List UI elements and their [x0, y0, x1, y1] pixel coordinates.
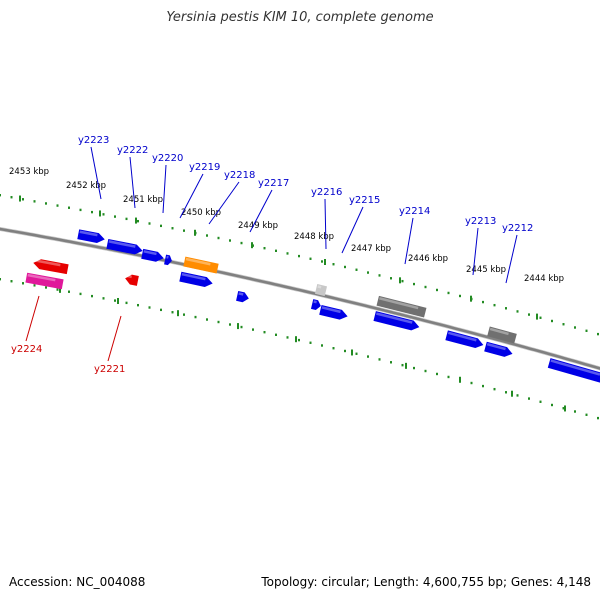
forward-gene-label: y2223 [78, 135, 109, 146]
gene-y2224-pink [25, 272, 64, 290]
kbp-tick-label: 2453 kbp [9, 167, 49, 177]
gene-leader-line [208, 181, 240, 225]
kbp-tick-label: 2447 kbp [351, 244, 391, 254]
gene-features [25, 229, 600, 385]
gene-leader-line [249, 189, 273, 233]
gene-y2216-light [314, 284, 328, 297]
gene-y2219 [183, 256, 219, 274]
kbp-tick-label: 2448 kbp [294, 232, 334, 242]
reverse-gene-labels: y2224 y2221 [11, 295, 125, 375]
gene-leader-line [505, 234, 518, 284]
gene-y2224-red [33, 259, 69, 275]
gene-leader-line [90, 146, 102, 200]
outer-major-ticks [19, 195, 538, 320]
backbone-shadow [0, 226, 600, 371]
kbp-tick-label: 2451 kbp [123, 195, 163, 205]
reverse-gene-label: y2224 [11, 344, 42, 355]
reverse-gene-label: y2221 [94, 364, 125, 375]
kbp-tick-label: 2445 kbp [466, 265, 506, 275]
gene-y2212 [484, 341, 513, 357]
map-title: Yersinia pestis KIM 10, complete genome [166, 10, 434, 25]
forward-gene-label: y2213 [465, 216, 496, 227]
kbp-labels: 2453 kbp 2452 kbp 2451 kbp 2450 kbp 2449 kbp… [9, 167, 564, 284]
gene-y2215 [319, 305, 348, 320]
gene-leader-line [472, 227, 479, 276]
gene-y2216 [310, 299, 321, 310]
gene-y2217 [236, 291, 249, 303]
accession-label: Accession: NC_004088 [9, 575, 146, 589]
gene-leader-line [404, 217, 414, 265]
gene-leader-line [179, 173, 204, 219]
outer-tick-ring [0, 194, 599, 336]
gene-y2223 [77, 229, 105, 243]
forward-gene-label: y2215 [349, 195, 380, 206]
forward-gene-label: y2216 [311, 187, 342, 198]
gene-y2218 [179, 271, 213, 287]
gene-y2213 [445, 330, 484, 348]
kbp-tick-label: 2446 kbp [408, 254, 448, 264]
gene-y2214 [373, 311, 420, 331]
gene-y2220 [141, 248, 164, 262]
gene-y2211 [547, 358, 600, 385]
inner-tick-ring [0, 278, 599, 420]
forward-gene-label: y2219 [189, 162, 220, 173]
gene-leader-line [341, 206, 364, 254]
forward-gene-label: y2217 [258, 178, 289, 189]
forward-gene-label: y2212 [502, 223, 533, 234]
forward-gene-label: y2218 [224, 170, 255, 181]
genome-summary: Topology: circular; Length: 4,600,755 bp… [261, 575, 591, 589]
kbp-tick-label: 2452 kbp [66, 181, 106, 191]
kbp-tick-label: 2444 kbp [524, 274, 564, 284]
forward-gene-label: y2214 [399, 206, 430, 217]
forward-gene-label: y2222 [117, 145, 148, 156]
gene-y2220b [164, 254, 172, 266]
gene-leader-line [107, 315, 122, 362]
gene-leader-line [129, 156, 136, 209]
gene-y2214-gray [376, 295, 427, 318]
kbp-tick-label: 2449 kbp [238, 221, 278, 231]
kbp-tick-label: 2450 kbp [181, 208, 221, 218]
forward-gene-label: y2220 [152, 153, 183, 164]
gene-y2213-gray [487, 326, 517, 344]
gene-y2222 [106, 238, 143, 255]
gene-y2221 [125, 274, 139, 286]
genome-backbone [0, 227, 600, 370]
gene-leader-line [162, 164, 167, 214]
gene-leader-line [324, 198, 327, 250]
gene-leader-line [25, 295, 40, 342]
